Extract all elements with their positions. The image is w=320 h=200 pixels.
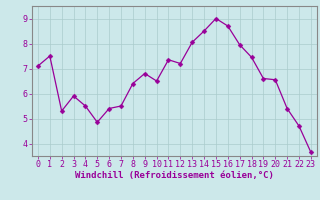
X-axis label: Windchill (Refroidissement éolien,°C): Windchill (Refroidissement éolien,°C)	[75, 171, 274, 180]
